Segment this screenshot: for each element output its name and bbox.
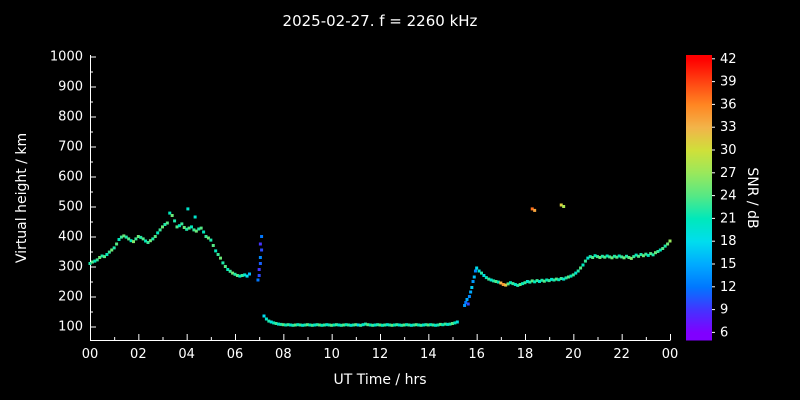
colorbar-tick-label: 30 [720, 143, 737, 158]
colorbar-tick-label: 12 [720, 280, 737, 295]
colorbar-tick-label: 9 [720, 303, 728, 318]
x-tick-label: 12 [372, 347, 389, 362]
x-tick-label: 14 [420, 347, 437, 362]
colorbar-tick-label: 36 [720, 97, 737, 112]
colorbar-tick-label: 15 [720, 257, 737, 272]
x-tick-label: 20 [565, 347, 582, 362]
y-tick-label: 1000 [50, 50, 83, 65]
x-axis-label: UT Time / hrs [333, 372, 427, 388]
chart-title: 2025-02-27. f = 2260 kHz [282, 12, 478, 30]
scatter-points-layer [88, 203, 672, 327]
colorbar-tick-label: 27 [720, 166, 737, 181]
y-tick-label: 400 [58, 230, 83, 245]
colorbar-label: SNR / dB [744, 167, 760, 229]
y-tick-label: 300 [58, 260, 83, 275]
tick-labels-layer: 00 02 04 06 08 10 12 14 16 18 20 22 00 100 200 300 400 50… [50, 50, 678, 363]
x-tick-label: 00 [662, 347, 679, 362]
x-tick-label: 06 [227, 347, 244, 362]
x-tick-label: 08 [275, 347, 292, 362]
y-tick-label: 800 [58, 110, 83, 125]
colorbar-tick-label: 33 [720, 120, 737, 135]
colorbar-tick-label: 24 [720, 189, 737, 204]
y-tick-label: 700 [58, 140, 83, 155]
colorbar-tick-label: 42 [720, 52, 737, 67]
colorbar-tick-label: 6 [720, 325, 728, 340]
colorbar-tick-label: 39 [720, 75, 737, 90]
y-tick-label: 200 [58, 290, 83, 305]
colorbar-tick-label: 21 [720, 211, 737, 226]
y-tick-label: 600 [58, 170, 83, 185]
x-tick-label: 16 [468, 347, 485, 362]
colorbar-tick-label: 18 [720, 234, 737, 249]
x-tick-label: 04 [178, 347, 195, 362]
axes-layer [90, 55, 671, 341]
x-tick-label: 18 [517, 347, 534, 362]
x-tick-label: 22 [613, 347, 630, 362]
y-tick-label: 100 [58, 320, 83, 335]
y-tick-label: 500 [58, 200, 83, 215]
x-tick-label: 10 [323, 347, 340, 362]
x-tick-label: 02 [130, 347, 147, 362]
colorbar: 6 9 12 15 18 21 24 27 30 33 36 39 42 [686, 52, 737, 341]
x-tick-label: 00 [82, 347, 99, 362]
y-tick-label: 900 [58, 80, 83, 95]
